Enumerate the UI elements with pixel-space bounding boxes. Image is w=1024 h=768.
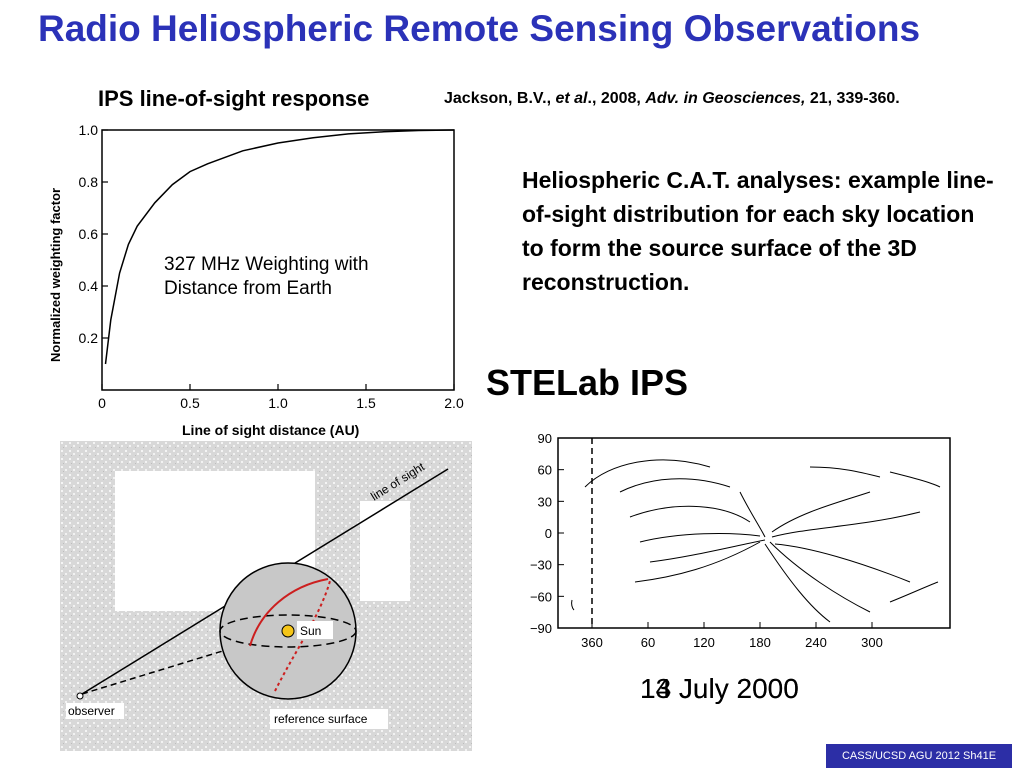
red-projection-dotted-arc <box>274 580 331 692</box>
los-geometry-diagram: Sun observer line of sight reference sur… <box>60 441 472 751</box>
footer-label: CASS/UCSD AGU 2012 Sh41E <box>826 744 1012 768</box>
map-date-label-13: 13 July 2000 <box>640 673 799 704</box>
map-y-tick-label: −60 <box>530 589 552 604</box>
citation: Jackson, B.V., et al., 2008, Adv. in Geo… <box>444 90 900 108</box>
citation-journal: Adv. in Geosciences, <box>645 90 806 107</box>
y-tick-label: 0.4 <box>79 278 99 294</box>
x-tick-label: 1.0 <box>268 395 288 411</box>
x-tick-label: 0.5 <box>180 395 200 411</box>
x-tick-label: 0 <box>98 395 106 411</box>
citation-pages: 21, 339-360. <box>809 90 900 107</box>
map-y-tick-label: −90 <box>530 621 552 636</box>
y-tick-label: 0.6 <box>79 226 99 242</box>
y-tick-label: 1.0 <box>79 122 99 138</box>
map-x-tick-label: 180 <box>749 635 771 650</box>
map-x-tick-label: 120 <box>693 635 715 650</box>
x-tick-label: 1.5 <box>356 395 376 411</box>
map-y-tick-label: −30 <box>530 558 552 573</box>
weighting-annotation-line2: Distance from Earth <box>164 278 332 299</box>
x-tick-label: 2.0 <box>444 395 464 411</box>
sphere-equator <box>219 614 357 648</box>
sun-icon <box>281 624 295 638</box>
weighting-x-axis-label: Line of sight distance (AU) <box>182 422 359 438</box>
y-tick-label: 0.8 <box>79 174 99 190</box>
map-trajectories <box>571 459 941 623</box>
y-tick-label: 0.2 <box>79 330 99 346</box>
analysis-paragraph: Heliospheric C.A.T. analyses: example li… <box>522 167 994 295</box>
stelab-label: STELab IPS <box>486 362 689 403</box>
blank-region-right <box>360 501 410 601</box>
weighting-curve <box>104 129 455 365</box>
map-y-tick-label: 30 <box>538 494 552 509</box>
weighting-y-axis-label: Normalized weighting factor <box>48 188 63 362</box>
sun-label: Sun <box>300 624 321 638</box>
map-y-tick-label: 90 <box>538 431 552 446</box>
observer-sun-dashed-line <box>81 630 289 695</box>
map-x-tick-label: 300 <box>861 635 883 650</box>
map-x-tick-label: 360 <box>581 635 603 650</box>
weighting-chart: 1.0 0.8 0.6 0.4 0.2 0 0.5 1.0 1.5 2.0 327 MHz We… <box>48 122 464 438</box>
observer-label: observer <box>68 704 115 718</box>
reference-surface-label: reference surface <box>274 712 368 726</box>
map-date-label-14: 14 July 2000 <box>640 673 799 704</box>
map-frame <box>557 437 951 629</box>
citation-authors: Jackson, B.V., <box>444 90 552 107</box>
red-projection-arc <box>249 578 329 647</box>
map-x-tick-label: 240 <box>805 635 827 650</box>
citation-etal: et al <box>555 90 588 107</box>
plot-subheading: IPS line-of-sight response <box>98 86 370 111</box>
map-y-tick-label: 0 <box>545 526 552 541</box>
map-x-tick-label: 60 <box>641 635 655 650</box>
slide-title: Radio Heliospheric Remote Sensing Observ… <box>38 8 921 49</box>
citation-year: ., 2008, <box>587 90 641 107</box>
weighting-annotation-line1: 327 MHz Weighting with <box>164 254 369 275</box>
observer-icon <box>76 692 84 700</box>
map-y-tick-label: 60 <box>538 463 552 478</box>
